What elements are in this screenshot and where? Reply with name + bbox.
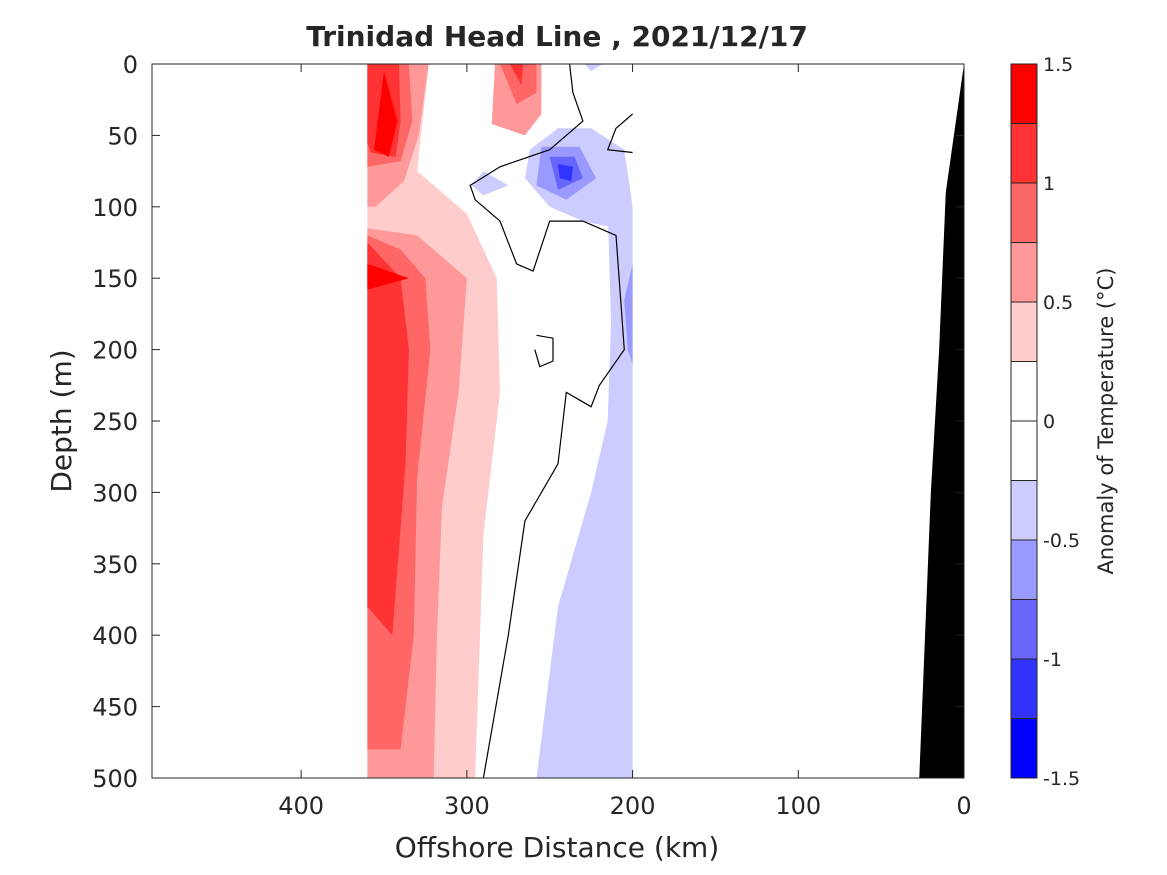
anomaly-region	[367, 242, 409, 636]
y-tick-label: 200	[92, 337, 138, 365]
colorbar-tick-label: 0	[1043, 411, 1055, 433]
zero-contour-lines	[469, 64, 633, 778]
y-tick-label: 50	[107, 122, 138, 150]
colorbar-segment	[1011, 123, 1037, 184]
anomaly-region	[584, 64, 603, 72]
y-tick-label: 300	[92, 479, 138, 507]
colorbar-tick-label: 1.5	[1043, 54, 1073, 76]
colorbar-tick-label: -1.5	[1043, 768, 1080, 790]
x-tick-label: 0	[956, 792, 971, 820]
colorbar-segment	[1011, 599, 1037, 660]
colorbar-label: Anomaly of Temperature (°C)	[1094, 268, 1118, 575]
anomaly-region	[374, 71, 398, 157]
colorbar: -1.5 -1 -0.5 0 0.5 1 1.5	[1010, 54, 1080, 790]
colorbar-segment	[1011, 64, 1037, 124]
x-tick-label: 100	[775, 792, 821, 820]
colorbar-segment	[1011, 302, 1037, 362]
chart-title: Trinidad Head Line , 2021/12/17	[306, 20, 808, 53]
colorbar-segment	[1011, 718, 1037, 779]
y-tick-label: 350	[92, 551, 138, 579]
y-axis-label: Depth (m)	[45, 349, 78, 492]
colorbar-segment	[1011, 361, 1037, 422]
x-axis-label: Offshore Distance (km)	[395, 831, 720, 864]
anomaly-regions	[367, 64, 633, 778]
colorbar-segment	[1011, 480, 1037, 541]
anomaly-region	[471, 171, 509, 196]
anomaly-region	[624, 263, 633, 364]
zero-contour-line	[534, 334, 554, 368]
x-tick-label: 200	[610, 792, 656, 820]
y-tick-label: 400	[92, 622, 138, 650]
x-tick-label: 300	[444, 792, 490, 820]
x-axis-ticks: 400 300 200 100 0	[278, 64, 972, 820]
zero-contour-line	[606, 113, 633, 154]
zero-contour-line	[469, 64, 625, 778]
colorbar-tick-label: -1	[1043, 649, 1062, 671]
y-tick-label: 450	[92, 694, 138, 722]
colorbar-segment	[1011, 659, 1037, 719]
y-tick-label: 100	[92, 194, 138, 222]
colorbar-segment	[1011, 421, 1037, 481]
y-tick-label: 0	[123, 51, 138, 79]
colorbar-tick-label: -0.5	[1043, 530, 1080, 552]
y-tick-label: 150	[92, 265, 138, 293]
colorbar-segment	[1011, 183, 1037, 243]
colorbar-tick-label: 1	[1043, 173, 1055, 195]
y-tick-label: 500	[92, 765, 138, 793]
anomaly-region	[536, 206, 633, 778]
y-tick-label: 250	[92, 408, 138, 436]
seafloor-bathymetry	[919, 64, 964, 778]
anomaly-region	[558, 164, 573, 182]
anomaly-region	[367, 263, 409, 290]
anomaly-region	[500, 64, 537, 104]
x-tick-label: 400	[278, 792, 324, 820]
y-axis-ticks: 0 50 100 150 200 250 300 350 400 450 500	[92, 51, 964, 793]
colorbar-segment	[1011, 540, 1037, 600]
colorbar-frame	[1010, 63, 1038, 779]
anomaly-region	[509, 64, 524, 86]
colorbar-tick-label: 0.5	[1043, 292, 1073, 314]
colorbar-segment	[1011, 242, 1037, 303]
